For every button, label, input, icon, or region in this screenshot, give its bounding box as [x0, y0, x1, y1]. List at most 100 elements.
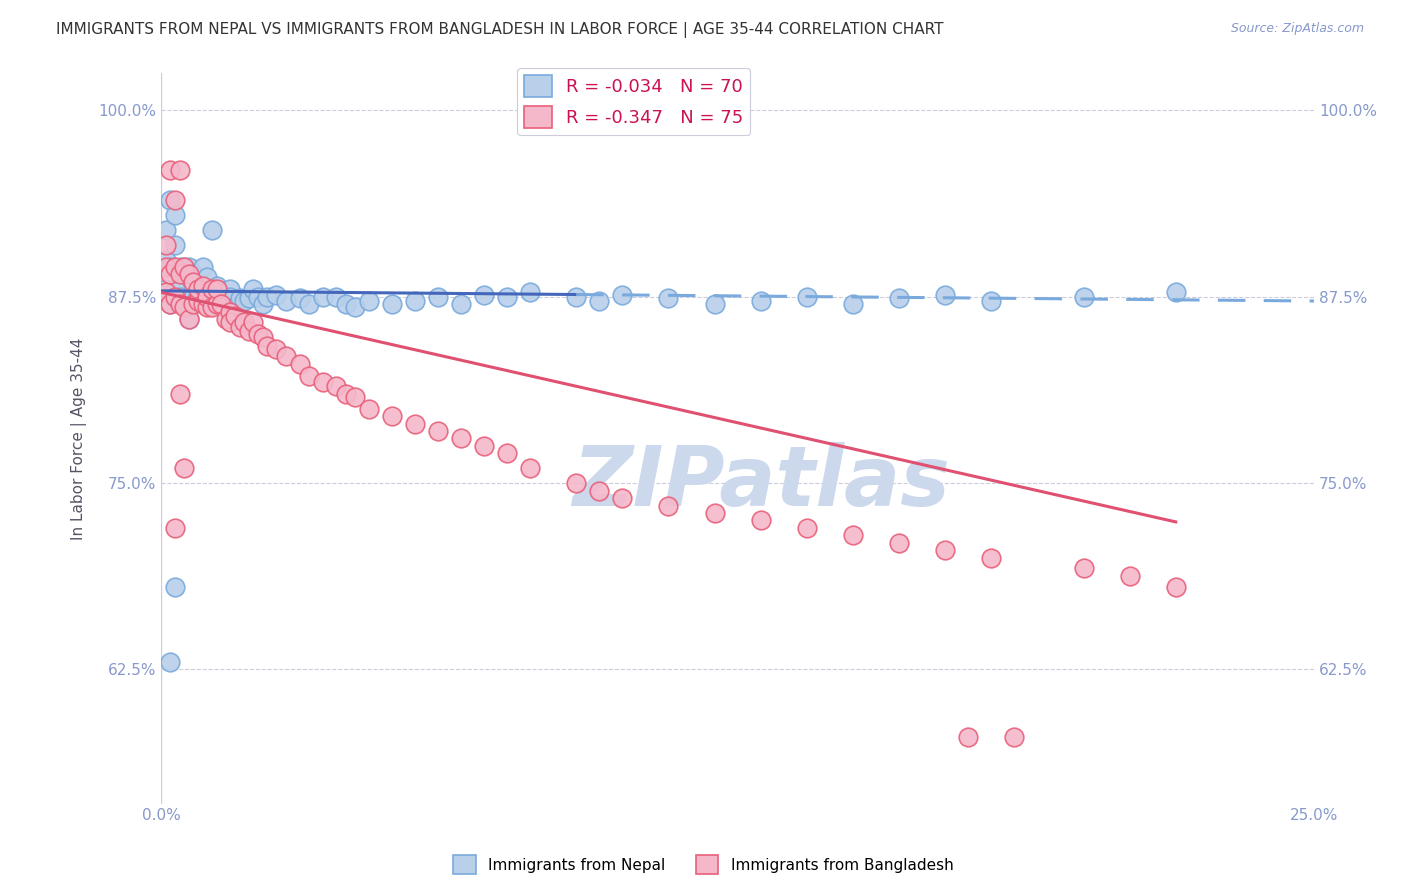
Point [472, 288, 495, 302]
Point [381, 297, 404, 311]
Point [173, 461, 195, 475]
Point [155, 237, 177, 252]
Point [209, 297, 232, 311]
Point [657, 499, 679, 513]
Point [159, 163, 181, 178]
Text: IMMIGRANTS FROM NEPAL VS IMMIGRANTS FROM BANGLADESH IN LABOR FORCE | AGE 35-44 C: IMMIGRANTS FROM NEPAL VS IMMIGRANTS FROM… [56, 22, 943, 38]
Point [169, 163, 191, 178]
Point [195, 270, 218, 285]
Point [612, 491, 634, 505]
Point [887, 535, 910, 549]
Point [496, 446, 519, 460]
Point [183, 268, 205, 282]
Point [980, 550, 1002, 565]
Point [404, 294, 426, 309]
Point [450, 297, 472, 311]
Point [228, 291, 250, 305]
Point [1118, 568, 1140, 582]
Point [288, 291, 311, 305]
Point [201, 290, 224, 304]
Point [1073, 561, 1095, 575]
Point [191, 260, 214, 274]
Point [266, 288, 288, 302]
Point [201, 300, 224, 314]
Y-axis label: In Labor Force | Age 35-44: In Labor Force | Age 35-44 [72, 337, 87, 540]
Point [426, 290, 449, 304]
Point [274, 350, 297, 364]
Point [588, 483, 610, 498]
Point [519, 461, 541, 475]
Text: ZIPatlas: ZIPatlas [572, 442, 949, 523]
Point [159, 655, 181, 669]
Point [155, 285, 177, 300]
Point [177, 312, 200, 326]
Point [173, 300, 195, 314]
Point [242, 282, 264, 296]
Point [335, 297, 357, 311]
Point [155, 252, 177, 267]
Point [588, 294, 610, 309]
Point [228, 319, 250, 334]
Point [173, 260, 195, 274]
Point [163, 282, 186, 296]
Point [169, 260, 191, 274]
Point [187, 290, 209, 304]
Point [159, 297, 181, 311]
Point [163, 521, 186, 535]
Point [169, 297, 191, 311]
Point [163, 237, 186, 252]
Point [325, 379, 347, 393]
Point [450, 432, 472, 446]
Point [233, 315, 256, 329]
Point [159, 193, 181, 207]
Point [155, 260, 177, 274]
Point [887, 291, 910, 305]
Point [657, 291, 679, 305]
Point [219, 304, 242, 318]
Point [842, 297, 865, 311]
Legend: Immigrants from Nepal, Immigrants from Bangladesh: Immigrants from Nepal, Immigrants from B… [447, 849, 959, 880]
Point [247, 327, 270, 342]
Point [980, 294, 1002, 309]
Point [842, 528, 865, 542]
Point [159, 260, 181, 274]
Point [343, 390, 366, 404]
Point [612, 288, 634, 302]
Legend: R = -0.034   N = 70, R = -0.347   N = 75: R = -0.034 N = 70, R = -0.347 N = 75 [517, 68, 751, 136]
Text: Source: ZipAtlas.com: Source: ZipAtlas.com [1230, 22, 1364, 36]
Point [187, 282, 209, 296]
Point [496, 290, 519, 304]
Point [247, 290, 270, 304]
Point [404, 417, 426, 431]
Point [343, 300, 366, 314]
Point [173, 260, 195, 274]
Point [155, 282, 177, 296]
Point [1164, 581, 1187, 595]
Point [201, 282, 224, 296]
Point [173, 297, 195, 311]
Point [238, 291, 260, 305]
Point [311, 290, 333, 304]
Point [163, 581, 186, 595]
Point [298, 368, 321, 383]
Point [311, 375, 333, 389]
Point [205, 279, 228, 293]
Point [256, 290, 278, 304]
Point [256, 339, 278, 353]
Point [219, 282, 242, 296]
Point [215, 294, 238, 309]
Point [219, 315, 242, 329]
Point [335, 386, 357, 401]
Point [703, 297, 725, 311]
Point [187, 282, 209, 296]
Point [173, 297, 195, 311]
Point [201, 223, 224, 237]
Point [252, 330, 274, 344]
Point [1073, 290, 1095, 304]
Point [155, 223, 177, 237]
Point [215, 312, 238, 326]
Point [224, 300, 246, 314]
Point [426, 424, 449, 438]
Point [472, 439, 495, 453]
Point [159, 268, 181, 282]
